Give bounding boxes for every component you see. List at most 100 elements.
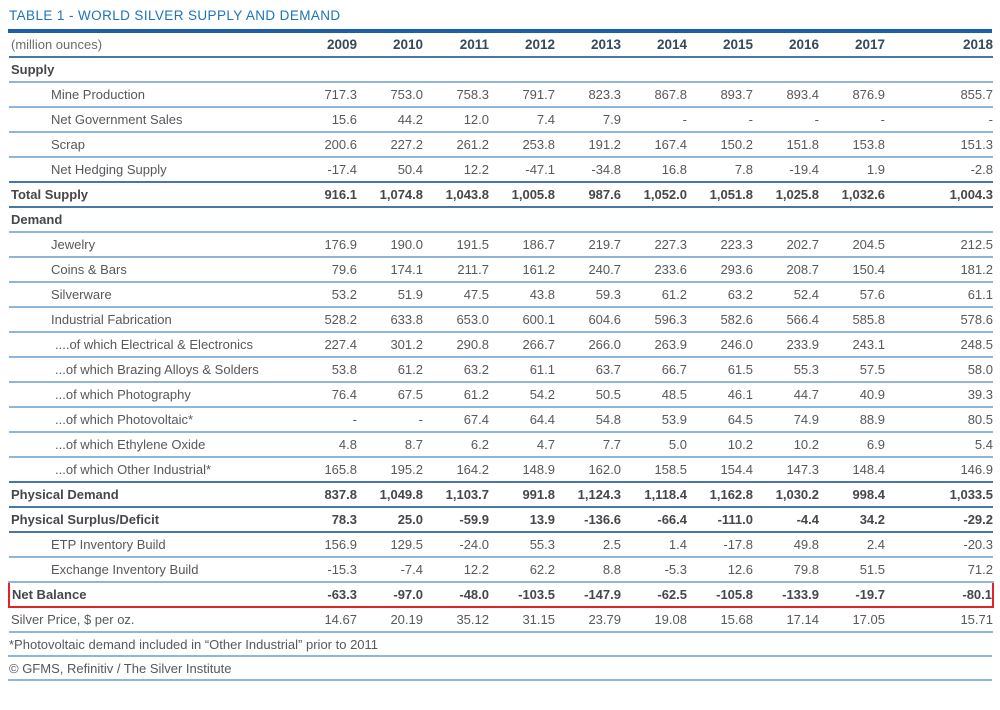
row-silverware-value-2013: 59.3 <box>555 282 621 308</box>
row-exchange-inventory-build: Exchange Inventory Build -15.3 -7.4 12.2 62.… <box>9 557 993 583</box>
row-silverware-value-2015: 63.2 <box>687 282 753 308</box>
row-of-which-electrical-electronics-value-2010: 301.2 <box>357 332 423 358</box>
row-of-which-ethylene-oxide-value-2018: 5.4 <box>885 432 993 458</box>
row-silver-price-value-2017: 17.05 <box>819 607 885 633</box>
row-scrap-value-2009: 200.6 <box>291 132 357 158</box>
row-industrial-fabrication-label: Industrial Fabrication <box>9 307 291 333</box>
row-silverware-value-2014: 61.2 <box>621 282 687 308</box>
row-net-government-sales-value-2009: 15.6 <box>291 107 357 133</box>
row-of-which-ethylene-oxide: ...of which Ethylene Oxide 4.8 8.7 6.2 4.7 7.… <box>9 432 993 458</box>
row-coins-bars-label: Coins & Bars <box>9 257 291 283</box>
row-total-supply-value-2017: 1,032.6 <box>819 182 885 208</box>
row-supply-section-spacer <box>555 57 621 83</box>
row-silver-price-value-2018: 15.71 <box>885 607 993 633</box>
footnote-copyright: © GFMS, Refinitiv / The Silver Institute <box>8 657 992 681</box>
row-net-balance-value-2018: -80.1 <box>885 581 994 608</box>
row-of-which-other-industrial-value-2015: 154.4 <box>687 457 753 483</box>
row-of-which-photovoltaic-value-2014: 53.9 <box>621 407 687 433</box>
row-physical-demand: Physical Demand 837.8 1,049.8 1,103.7 991.8 1… <box>9 482 993 508</box>
row-of-which-photovoltaic: ...of which Photovoltaic* - -67.4 64.4 54.8 5… <box>9 407 993 433</box>
row-of-which-electrical-electronics-value-2014: 263.9 <box>621 332 687 358</box>
row-demand-section-spacer <box>621 207 687 233</box>
row-physical-demand-value-2015: 1,162.8 <box>687 482 753 508</box>
row-total-supply: Total Supply 916.1 1,074.8 1,043.8 1,005.8 98… <box>9 182 993 208</box>
row-silverware-value-2011: 47.5 <box>423 282 489 308</box>
supply-demand-table: (million ounces) 2009 2010 2011 2012 2013 201… <box>8 33 994 633</box>
row-total-supply-value-2016: 1,025.8 <box>753 182 819 208</box>
row-net-balance-value-2012: -103.5 <box>489 581 555 608</box>
row-net-government-sales-value-2012: 7.4 <box>489 107 555 133</box>
row-jewelry-value-2009: 176.9 <box>291 232 357 258</box>
row-of-which-ethylene-oxide-label: ...of which Ethylene Oxide <box>9 432 291 458</box>
row-of-which-photography-value-2011: 61.2 <box>423 382 489 408</box>
row-physical-demand-value-2017: 998.4 <box>819 482 885 508</box>
row-of-which-electrical-electronics-value-2015: 246.0 <box>687 332 753 358</box>
row-supply-section-spacer <box>819 57 885 83</box>
row-of-which-ethylene-oxide-value-2016: 10.2 <box>753 432 819 458</box>
row-total-supply-value-2009: 916.1 <box>291 182 357 208</box>
row-scrap-value-2017: 153.8 <box>819 132 885 158</box>
row-net-government-sales-value-2015: - <box>687 107 753 133</box>
unit-label: (million ounces) <box>9 33 291 58</box>
row-total-supply-label: Total Supply <box>9 182 291 208</box>
row-physical-surplus-deficit-value-2018: -29.2 <box>885 507 993 533</box>
row-silverware: Silverware 53.2 51.9 47.5 43.8 59.3 61.2 63.2 52… <box>9 282 993 308</box>
row-net-government-sales-value-2014: - <box>621 107 687 133</box>
row-of-which-photography-value-2016: 44.7 <box>753 382 819 408</box>
row-physical-demand-value-2016: 1,030.2 <box>753 482 819 508</box>
row-total-supply-value-2010: 1,074.8 <box>357 182 423 208</box>
row-coins-bars-value-2010: 174.1 <box>357 257 423 283</box>
row-net-balance-value-2013: -147.9 <box>555 581 621 608</box>
row-of-which-brazing-alloys-solders-value-2011: 63.2 <box>423 357 489 383</box>
row-scrap: Scrap 200.6 227.2 261.2 253.8 191.2 167.4 150.2… <box>9 132 993 158</box>
row-of-which-other-industrial: ...of which Other Industrial* 165.8 195.2 1… <box>9 457 993 483</box>
row-exchange-inventory-build-label: Exchange Inventory Build <box>9 557 291 583</box>
row-of-which-electrical-electronics-value-2013: 266.0 <box>555 332 621 358</box>
year-header-2012: 2012 <box>489 33 555 58</box>
row-demand-section-spacer <box>687 207 753 233</box>
row-scrap-value-2010: 227.2 <box>357 132 423 158</box>
row-physical-demand-value-2013: 1,124.3 <box>555 482 621 508</box>
report-page: TABLE 1 - WORLD SILVER SUPPLY AND DEMAND… <box>8 8 994 681</box>
row-physical-surplus-deficit-value-2010: 25.0 <box>357 507 423 533</box>
row-supply-section-spacer <box>687 57 753 83</box>
row-silverware-label: Silverware <box>9 282 291 308</box>
row-net-government-sales: Net Government Sales 15.6 44.2 12.0 7.4 7.9- -… <box>9 107 993 133</box>
row-net-government-sales-value-2017: - <box>819 107 885 133</box>
row-of-which-brazing-alloys-solders-value-2012: 61.1 <box>489 357 555 383</box>
row-net-hedging-supply-label: Net Hedging Supply <box>9 157 291 183</box>
row-net-hedging-supply-value-2014: 16.8 <box>621 157 687 183</box>
row-demand-section-spacer <box>555 207 621 233</box>
row-demand-section-label: Demand <box>9 207 291 233</box>
year-header-2013: 2013 <box>555 33 621 58</box>
row-of-which-electrical-electronics-value-2018: 248.5 <box>885 332 993 358</box>
row-physical-surplus-deficit-value-2015: -111.0 <box>687 507 753 533</box>
row-of-which-photography-value-2010: 67.5 <box>357 382 423 408</box>
row-of-which-photography: ...of which Photography 76.4 67.5 61.2 54.2 5… <box>9 382 993 408</box>
row-etp-inventory-build-value-2017: 2.4 <box>819 532 885 558</box>
year-header-row: (million ounces) 2009 2010 2011 2012 2013 201… <box>9 33 993 58</box>
row-total-supply-value-2011: 1,043.8 <box>423 182 489 208</box>
row-net-hedging-supply: Net Hedging Supply -17.4 50.4 12.2 -47.1 -34.… <box>9 157 993 183</box>
row-silverware-value-2017: 57.6 <box>819 282 885 308</box>
row-silver-price-value-2012: 31.15 <box>489 607 555 633</box>
row-of-which-brazing-alloys-solders-value-2013: 63.7 <box>555 357 621 383</box>
row-net-balance-value-2009: -63.3 <box>291 581 357 608</box>
row-of-which-ethylene-oxide-value-2017: 6.9 <box>819 432 885 458</box>
row-silver-price-value-2015: 15.68 <box>687 607 753 633</box>
row-physical-demand-value-2012: 991.8 <box>489 482 555 508</box>
row-of-which-photography-value-2015: 46.1 <box>687 382 753 408</box>
row-exchange-inventory-build-value-2015: 12.6 <box>687 557 753 583</box>
row-exchange-inventory-build-value-2009: -15.3 <box>291 557 357 583</box>
row-silver-price-value-2011: 35.12 <box>423 607 489 633</box>
row-etp-inventory-build-value-2018: -20.3 <box>885 532 993 558</box>
row-supply-section-spacer <box>489 57 555 83</box>
row-demand-section-spacer <box>357 207 423 233</box>
row-net-balance-value-2017: -19.7 <box>819 581 885 608</box>
row-etp-inventory-build-value-2015: -17.8 <box>687 532 753 558</box>
row-jewelry-value-2016: 202.7 <box>753 232 819 258</box>
row-jewelry-value-2012: 186.7 <box>489 232 555 258</box>
row-etp-inventory-build: ETP Inventory Build 156.9 129.5 -24.0 55.3 2.… <box>9 532 993 558</box>
year-header-2015: 2015 <box>687 33 753 58</box>
row-net-hedging-supply-value-2016: -19.4 <box>753 157 819 183</box>
